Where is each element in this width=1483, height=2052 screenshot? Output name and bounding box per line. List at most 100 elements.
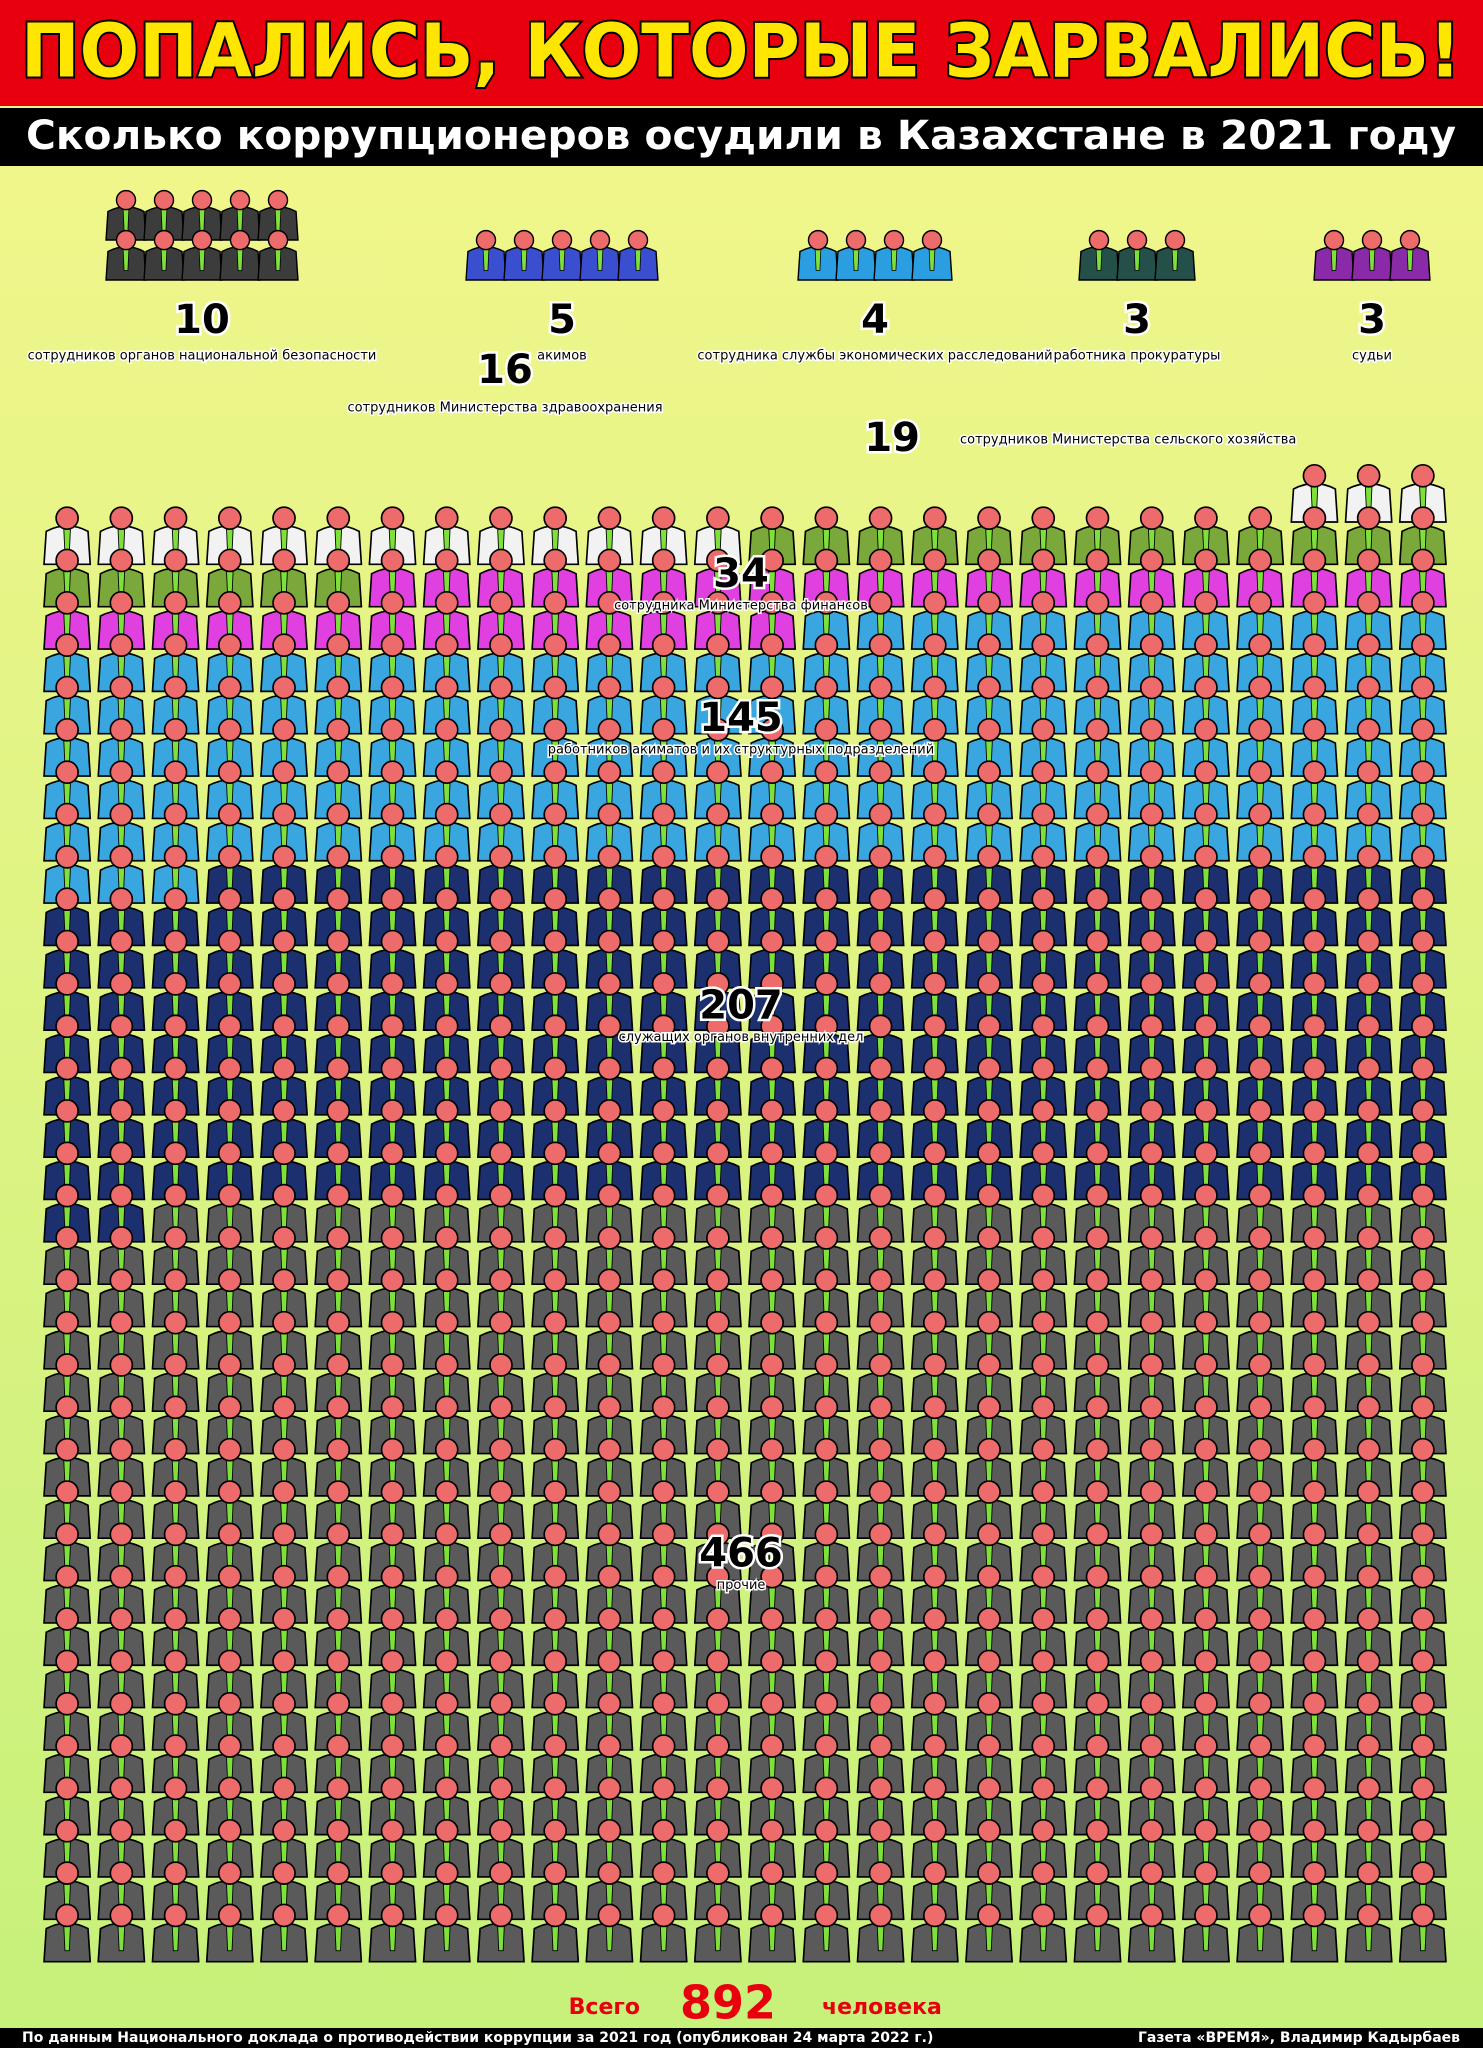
figure-head <box>922 1014 947 1039</box>
figure-head <box>977 1056 1001 1081</box>
figure-head <box>217 887 242 912</box>
figure <box>856 506 905 566</box>
figure-head <box>597 1395 622 1420</box>
figure-head <box>1139 1014 1164 1039</box>
figure <box>531 718 580 777</box>
figure-head <box>1411 1734 1435 1758</box>
figure <box>1398 463 1447 523</box>
figure <box>639 675 688 735</box>
figure-head <box>1085 929 1110 954</box>
figure <box>965 548 1014 608</box>
figure-head <box>55 802 79 827</box>
figure <box>1236 1014 1285 1074</box>
figure-head <box>651 591 676 615</box>
figure-head <box>922 1903 947 1928</box>
figure-head <box>267 189 289 211</box>
figure-head <box>597 1861 622 1885</box>
figure <box>368 1014 417 1074</box>
figure-head <box>434 1480 459 1504</box>
figure <box>1344 718 1393 777</box>
figure-head <box>977 1607 1001 1631</box>
figure <box>693 1014 742 1074</box>
figure-head <box>55 1183 79 1208</box>
figure-head <box>434 1310 459 1335</box>
figure-head <box>489 1607 513 1631</box>
figure-head <box>543 1014 568 1039</box>
figure-head <box>760 591 784 615</box>
figure <box>422 506 471 566</box>
figure-head <box>1411 718 1435 742</box>
figure-head <box>543 1353 568 1377</box>
figure-head <box>1194 591 1218 615</box>
figure <box>693 929 742 989</box>
figure-head <box>706 591 730 615</box>
figure-head <box>597 1183 622 1208</box>
figure-head <box>217 972 242 996</box>
figure-head <box>977 1014 1001 1039</box>
figure-head <box>434 1564 459 1589</box>
figure <box>585 760 634 820</box>
figure-head <box>1356 718 1381 742</box>
figure-head <box>760 1183 784 1208</box>
figure-head <box>814 1141 839 1166</box>
figure-head <box>597 675 622 700</box>
figure-head <box>1139 1183 1164 1208</box>
figure-head <box>1139 929 1164 954</box>
figure <box>797 229 839 281</box>
figure-head <box>543 1691 568 1716</box>
figure-head <box>109 1903 134 1928</box>
figure-head <box>922 1607 947 1631</box>
figure <box>910 675 959 735</box>
figure-head <box>1356 845 1381 869</box>
figure <box>802 845 851 904</box>
figure-head <box>489 929 513 954</box>
figure-tie <box>236 249 244 271</box>
figure-head <box>163 972 188 996</box>
figure-head <box>1031 548 1056 573</box>
figure-head <box>597 1437 622 1462</box>
figure-head <box>217 929 242 954</box>
figure-head <box>922 1099 947 1123</box>
figure-head <box>1139 1691 1164 1716</box>
figure-tie <box>117 1926 126 1952</box>
figure-head <box>1085 760 1110 785</box>
figure-head <box>1139 1437 1164 1462</box>
figure-head <box>1194 1818 1218 1843</box>
figure-tie <box>890 249 898 271</box>
figure-head <box>1194 1226 1218 1250</box>
figure-head <box>1302 1903 1327 1928</box>
figure-head <box>1085 1437 1110 1462</box>
figure <box>910 802 959 862</box>
figure-head <box>1356 1226 1381 1250</box>
figure-head <box>217 1903 242 1928</box>
figure <box>422 929 471 989</box>
figure-head <box>109 591 134 615</box>
figure-head <box>489 1141 513 1166</box>
figure-head <box>977 1691 1001 1716</box>
figure-head <box>868 548 893 573</box>
figure-head <box>651 506 676 530</box>
figure-head <box>597 1607 622 1631</box>
figure <box>748 845 797 904</box>
figure-head <box>543 591 568 615</box>
figure-head <box>1248 718 1273 742</box>
figure-head <box>475 229 497 251</box>
figure <box>693 972 742 1031</box>
figure-head <box>1139 1818 1164 1843</box>
figure-head <box>597 1903 622 1928</box>
figure <box>260 675 309 735</box>
figure <box>1236 591 1285 650</box>
figure <box>585 591 634 650</box>
figure-head <box>1411 1522 1435 1547</box>
figure-head <box>651 1564 676 1589</box>
figure-head <box>217 675 242 700</box>
figure-head <box>706 1353 730 1377</box>
figure-head <box>326 675 351 700</box>
figure <box>748 1014 797 1074</box>
figure-head <box>229 189 251 211</box>
figure-head <box>977 506 1001 530</box>
figure-head <box>1031 1437 1056 1462</box>
figure <box>43 760 92 820</box>
figure-head <box>434 506 459 530</box>
figure <box>748 718 797 777</box>
